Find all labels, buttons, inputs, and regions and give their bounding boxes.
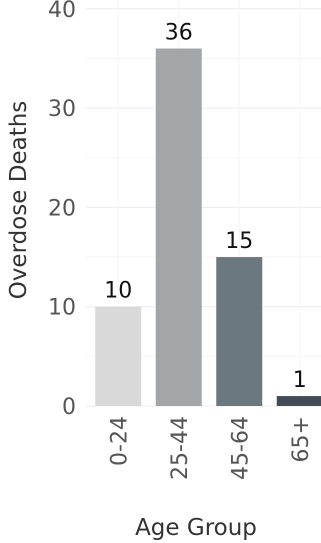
bars xyxy=(95,48,321,407)
bar-value-label: 1 xyxy=(293,368,307,393)
y-tick-label: 30 xyxy=(48,97,76,122)
y-tick-label: 40 xyxy=(48,0,76,23)
x-tick-label: 0-24 xyxy=(107,416,132,466)
x-tick-label: 65+ xyxy=(289,416,314,462)
x-axis-title: Age Group xyxy=(135,515,257,541)
bar-value-label: 15 xyxy=(225,229,253,254)
bar xyxy=(216,257,263,406)
bar-value-label: 36 xyxy=(165,21,193,46)
bar-value-label: 10 xyxy=(104,279,132,304)
y-tick-label: 10 xyxy=(48,296,76,321)
x-tick-label: 45-64 xyxy=(228,416,253,480)
y-tick-label: 0 xyxy=(62,395,76,420)
x-tick-label: 25-44 xyxy=(168,416,193,480)
bar xyxy=(155,48,202,407)
y-tick-label: 20 xyxy=(48,196,76,221)
bar xyxy=(276,396,321,406)
x-axis-ticks: 0-24 25-44 45-64 65+ xyxy=(107,416,314,480)
y-axis-title: Overdose Deaths xyxy=(6,101,32,300)
bar xyxy=(95,306,142,406)
y-axis-ticks: 0 10 20 30 40 xyxy=(48,0,76,420)
bar-value-labels: 10 36 15 1 xyxy=(104,21,307,394)
